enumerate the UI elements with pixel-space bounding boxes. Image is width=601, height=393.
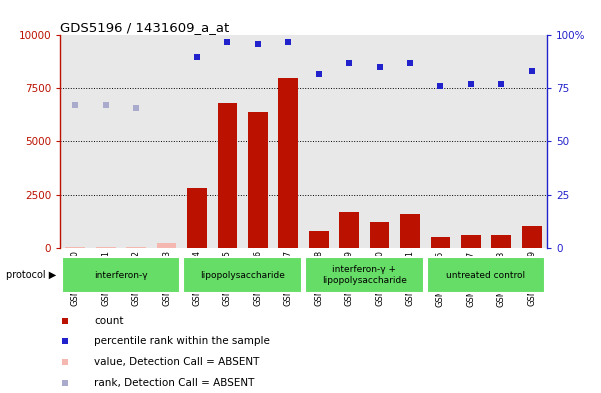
Bar <box>278 78 298 248</box>
Bar <box>309 231 329 248</box>
Bar <box>218 103 237 248</box>
Text: value, Detection Call = ABSENT: value, Detection Call = ABSENT <box>94 357 260 367</box>
Bar <box>492 235 511 248</box>
Bar <box>339 211 359 248</box>
Bar <box>248 112 268 248</box>
Text: interferon-γ +
lipopolysaccharide: interferon-γ + lipopolysaccharide <box>322 265 407 285</box>
FancyBboxPatch shape <box>305 257 424 293</box>
Bar <box>400 214 420 248</box>
Text: protocol ▶: protocol ▶ <box>6 270 56 280</box>
Text: percentile rank within the sample: percentile rank within the sample <box>94 336 270 347</box>
Text: rank, Detection Call = ABSENT: rank, Detection Call = ABSENT <box>94 378 255 388</box>
Text: GDS5196 / 1431609_a_at: GDS5196 / 1431609_a_at <box>60 21 230 34</box>
Text: interferon-γ: interferon-γ <box>94 271 148 279</box>
Bar <box>370 222 389 248</box>
Bar <box>522 226 542 248</box>
Text: count: count <box>94 316 124 326</box>
Bar <box>66 246 85 248</box>
Bar <box>157 243 177 248</box>
Bar <box>461 235 481 248</box>
Bar <box>430 237 450 248</box>
Bar <box>187 188 207 248</box>
Text: untreated control: untreated control <box>447 271 526 279</box>
FancyBboxPatch shape <box>427 257 545 293</box>
Bar <box>96 246 115 248</box>
FancyBboxPatch shape <box>183 257 302 293</box>
Bar <box>126 246 146 248</box>
FancyBboxPatch shape <box>62 257 180 293</box>
Text: lipopolysaccharide: lipopolysaccharide <box>200 271 285 279</box>
